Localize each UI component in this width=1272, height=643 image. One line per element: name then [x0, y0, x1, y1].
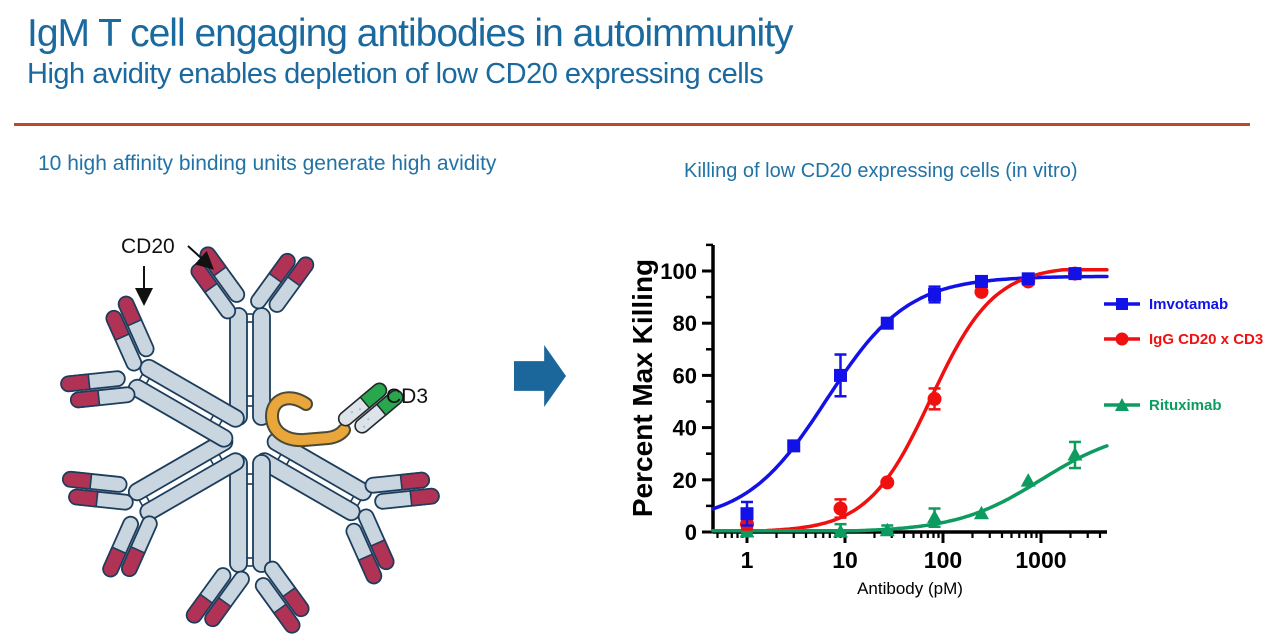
data-point-marker: [928, 287, 942, 301]
page-subtitle: High avidity enables depletion of low CD…: [27, 58, 764, 90]
page-title: IgM T cell engaging antibodies in autoim…: [27, 12, 794, 55]
data-point-marker: [973, 505, 989, 520]
y-axis-label: Percent Max Killing: [627, 259, 658, 517]
data-point-marker: [833, 501, 848, 516]
x-tick-label: 1: [741, 547, 754, 573]
data-point-marker: [833, 524, 849, 538]
chart-title: Killing of low CD20 expressing cells (in…: [684, 160, 1078, 182]
fit-curve-rituximab: [711, 444, 1109, 533]
legend-label: IgG CD20 x CD3: [1149, 330, 1264, 348]
y-tick-label: 80: [673, 311, 697, 336]
cd20-arrow-diagonal: [187, 245, 214, 270]
data-point-marker: [787, 439, 801, 453]
x-tick-label: 10: [832, 547, 858, 573]
y-tick-label: 60: [673, 363, 697, 388]
igm-pentamer: [47, 244, 452, 635]
data-point-marker: [879, 522, 895, 537]
data-point-marker: [1068, 267, 1082, 281]
data-point-marker: [880, 316, 894, 330]
cd20-label: CD20: [121, 235, 175, 258]
legend-item: Imvotamab: [1103, 294, 1228, 314]
series-rituximab: [739, 440, 1083, 538]
data-point-marker: [927, 391, 942, 406]
left-section-heading: 10 high affinity binding units generate …: [38, 152, 497, 175]
data-point-marker: [974, 284, 989, 299]
y-tick-label: 100: [660, 259, 697, 284]
legend-marker-icon: [1104, 398, 1140, 411]
fit-curve-igg-cd20-x-cd3: [711, 267, 1109, 533]
x-tick-label: 100: [924, 547, 962, 573]
y-tick-label: 0: [685, 520, 697, 545]
cd3-label: CD3: [386, 385, 428, 408]
x-tick-label: 1000: [1015, 547, 1066, 573]
j-chain-icon: [265, 391, 351, 448]
y-tick-label: 40: [673, 416, 697, 441]
flow-arrow-icon: [514, 345, 566, 407]
legend-label: Rituximab: [1149, 396, 1222, 414]
legend-label: Imvotamab: [1149, 295, 1229, 313]
data-point-marker: [1020, 473, 1036, 487]
cd3-binder-icon: [337, 382, 404, 434]
data-point-marker: [1021, 272, 1035, 286]
chart-legend: Imvotamab IgG CD20 x CD3 Rituximab: [1103, 0, 1271, 440]
igm-pentamer-diagram: .cap-body{fill:#C9D5DF;stroke:#1C3D5C;st…: [38, 235, 468, 643]
data-point-marker: [1067, 447, 1083, 461]
series-imvotamab: [740, 267, 1082, 527]
data-point-marker: [834, 368, 848, 382]
data-point-marker: [974, 274, 988, 288]
dose-response-chart: 0 20 40 60 80 100 1 10 100 1000 Percent Max Killin…: [627, 243, 1109, 598]
legend-marker-icon: [1104, 298, 1140, 310]
legend-item: Rituximab: [1103, 395, 1222, 415]
series-igg-cd20-x-cd3: [739, 266, 1082, 532]
data-point-marker: [880, 475, 895, 490]
fit-curve-imvotamab: [711, 274, 1109, 511]
legend-item: IgG CD20 x CD3: [1103, 329, 1263, 349]
data-point-marker: [740, 507, 754, 521]
legend-marker-icon: [1104, 332, 1140, 346]
y-tick-label: 20: [673, 468, 697, 493]
title-divider: [14, 123, 1250, 126]
data-point-marker: [927, 509, 943, 524]
x-axis-label: Antibody (pM): [857, 579, 963, 598]
